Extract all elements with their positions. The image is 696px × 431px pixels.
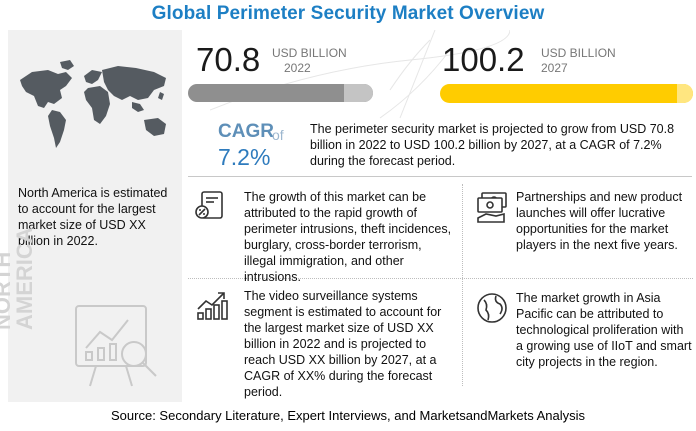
- divider-top: [188, 176, 692, 177]
- cagr-description: The perimeter security market is project…: [310, 122, 675, 168]
- value-2022: 70.8: [196, 41, 261, 78]
- unit-2022: USD BILLION: [272, 46, 347, 60]
- year-2022: 2022: [284, 61, 311, 75]
- bar-2027: [440, 84, 693, 103]
- year-2027: 2027: [541, 61, 568, 75]
- value-2027: 100.2: [442, 41, 525, 78]
- north-america-panel: North America is estimated to account fo…: [0, 30, 182, 402]
- growth-insight: The growth of this market can be attribu…: [244, 190, 452, 284]
- page-title: Global Perimeter Security Market Overvie…: [151, 3, 545, 24]
- money-handshake-icon: [477, 192, 507, 223]
- video-surveillance-insight: The video surveillance systems segment i…: [244, 289, 442, 399]
- asia-pacific-insight: The market growth in Asia Pacific can be…: [516, 291, 692, 369]
- bar-2022: [188, 84, 373, 102]
- region-label: NORTH AMERICA: [0, 227, 37, 330]
- percent-chart-icon: [195, 191, 223, 219]
- source-footer: Source: Secondary Literature, Expert Int…: [111, 408, 585, 423]
- partnerships-insight: Partnerships and new product launches wi…: [516, 190, 683, 252]
- region-label-line2: AMERICA: [12, 227, 37, 330]
- north-america-text: North America is estimated to account fo…: [18, 186, 168, 248]
- cagr-label: CAGR: [218, 121, 274, 142]
- separator-dot: .: [244, 268, 248, 282]
- divider-middle: [188, 278, 693, 279]
- analytics-magnifier-icon: [75, 305, 157, 387]
- globe-icon: [477, 293, 507, 323]
- bar-growth-icon: [197, 292, 228, 320]
- divider-vertical: [462, 184, 464, 386]
- world-map-icon: [20, 60, 166, 148]
- cagr-of: of: [272, 127, 284, 143]
- cagr-value: 7.2%: [218, 144, 271, 170]
- unit-2027: USD BILLION: [541, 46, 616, 60]
